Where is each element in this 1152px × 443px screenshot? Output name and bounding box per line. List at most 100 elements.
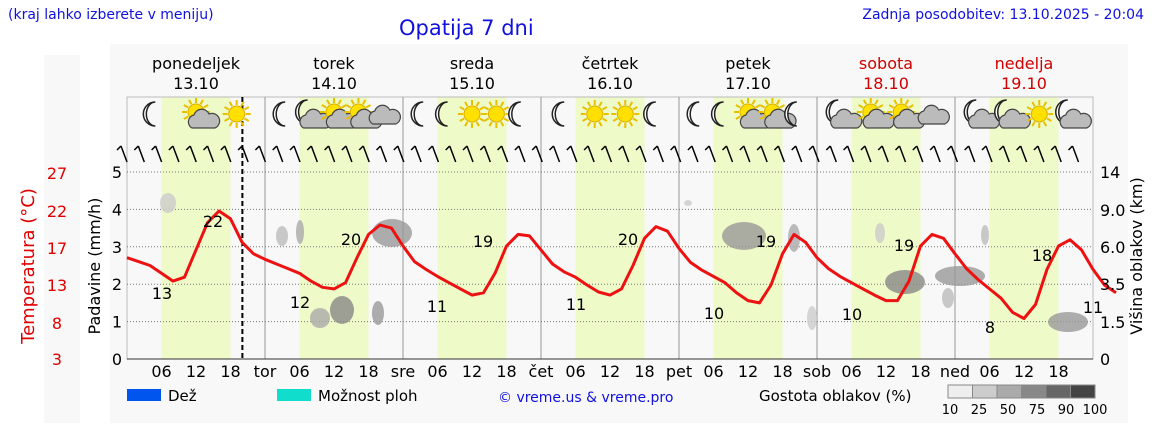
- daylight-band: [575, 97, 645, 359]
- temp-tick: 13: [47, 276, 67, 295]
- sun-ray: [362, 99, 367, 105]
- sun-ray: [459, 117, 465, 122]
- wind-barb: [708, 145, 716, 163]
- wind-barb-tick: [116, 145, 122, 151]
- sun-ray: [628, 121, 634, 127]
- sun-ray: [188, 99, 193, 105]
- sun-ray: [632, 117, 638, 122]
- daylight-band: [437, 97, 507, 359]
- wind-barb: [172, 145, 180, 163]
- moon-icon: [410, 101, 424, 127]
- cloud-density-swatch: [996, 384, 1022, 399]
- cloud-height-tick: 0: [1100, 350, 1110, 369]
- sun-ray: [500, 101, 505, 107]
- sun-ray: [628, 101, 634, 107]
- wind-barb-tick: [929, 145, 935, 151]
- cloud-icon: [368, 104, 402, 125]
- sun-ray: [224, 117, 230, 122]
- day-name: nedelja: [995, 54, 1054, 73]
- sun-ray: [735, 115, 741, 120]
- sun-ray: [586, 101, 592, 107]
- wind-barb: [518, 145, 526, 163]
- sun-ray: [582, 117, 588, 122]
- wind-barb: [293, 145, 301, 163]
- hour-tick: 18: [910, 362, 930, 381]
- temperature-label: 19: [473, 232, 493, 251]
- cloud-icon: [998, 108, 1031, 129]
- wind-barb: [587, 145, 595, 163]
- wind-barb: [137, 145, 146, 163]
- temperature-label: 10: [704, 304, 724, 323]
- daylight-band: [989, 97, 1059, 359]
- cloud-density-swatch: [947, 384, 973, 399]
- sun-ray: [365, 104, 372, 109]
- cloud-icon: [917, 104, 950, 125]
- wind-barb-tick: [289, 145, 295, 151]
- sun-ray: [1042, 101, 1048, 107]
- sun-ray: [488, 121, 493, 127]
- temperature-label: 12: [290, 293, 310, 312]
- temperature-label: 20: [341, 230, 361, 249]
- wind-barb: [154, 145, 163, 163]
- wind-barb: [120, 145, 128, 163]
- wind-barb-tick: [1050, 145, 1056, 151]
- cloud-blob: [684, 200, 692, 206]
- precip-axis-label: Padavine (mm/h): [85, 198, 104, 335]
- wind-barb-tick: [375, 145, 382, 151]
- hour-tick: 06: [565, 362, 585, 381]
- wind-barb-tick: [462, 145, 468, 151]
- temperature-label: 13: [152, 284, 172, 303]
- cloud-blob: [296, 220, 304, 244]
- day-date: 17.10: [725, 74, 771, 93]
- sun-ray: [240, 101, 245, 107]
- day-date: 19.10: [1001, 74, 1047, 93]
- wind-barb-tick: [860, 145, 866, 151]
- wind-barb-tick: [670, 145, 676, 151]
- wind-barb: [691, 145, 699, 163]
- wind-barb-tick: [825, 145, 831, 151]
- day-date: 14.10: [311, 74, 357, 93]
- sun-ray: [500, 121, 505, 127]
- temperature-label: 19: [756, 232, 776, 251]
- wind-barb: [725, 145, 734, 163]
- cloud-density-swatch: [972, 384, 998, 399]
- cloud-blob: [722, 222, 766, 250]
- wind-barb-tick: [237, 145, 243, 151]
- wind-barb-tick: [756, 145, 762, 151]
- cloud-icon: [187, 108, 221, 129]
- wind-barb-tick: [808, 145, 814, 151]
- hour-tick: 12: [600, 362, 620, 381]
- cloud-height-axis-label: Višina oblakov (km): [1127, 177, 1146, 334]
- wind-barb-tick: [168, 145, 174, 151]
- sun-ray: [586, 121, 592, 127]
- wind-barb-tick: [773, 145, 779, 151]
- moon-icon: [710, 101, 724, 127]
- wind-barb-tick: [324, 145, 330, 151]
- moon-icon: [142, 101, 156, 127]
- sun-ray: [888, 115, 894, 120]
- day-name: četrtek: [582, 54, 640, 73]
- wind-barb-tick: [306, 145, 312, 151]
- sun-ray: [598, 121, 603, 127]
- wind-barb: [743, 145, 751, 163]
- sun-ray: [483, 117, 490, 122]
- moon-icon: [434, 101, 448, 127]
- wind-barb-tick: [272, 145, 278, 151]
- cloud-blob: [885, 270, 925, 294]
- wind-barb-tick: [998, 145, 1004, 151]
- wind-barb-tick: [964, 145, 970, 151]
- sun-ray: [488, 101, 493, 107]
- wind-barb-tick: [133, 145, 139, 151]
- sun-ray: [735, 104, 741, 109]
- wind-barb-tick: [445, 145, 451, 151]
- temp-tick: 3: [52, 350, 62, 369]
- sun-ray: [1046, 106, 1052, 111]
- wind-barb-tick: [427, 145, 433, 151]
- wind-barb: [881, 145, 889, 163]
- day-name: ponedeljek: [152, 54, 241, 73]
- hour-tick: 18: [1048, 362, 1068, 381]
- wind-barb: [950, 145, 959, 163]
- sun-ray: [464, 101, 469, 107]
- hour-tick: 12: [738, 362, 758, 381]
